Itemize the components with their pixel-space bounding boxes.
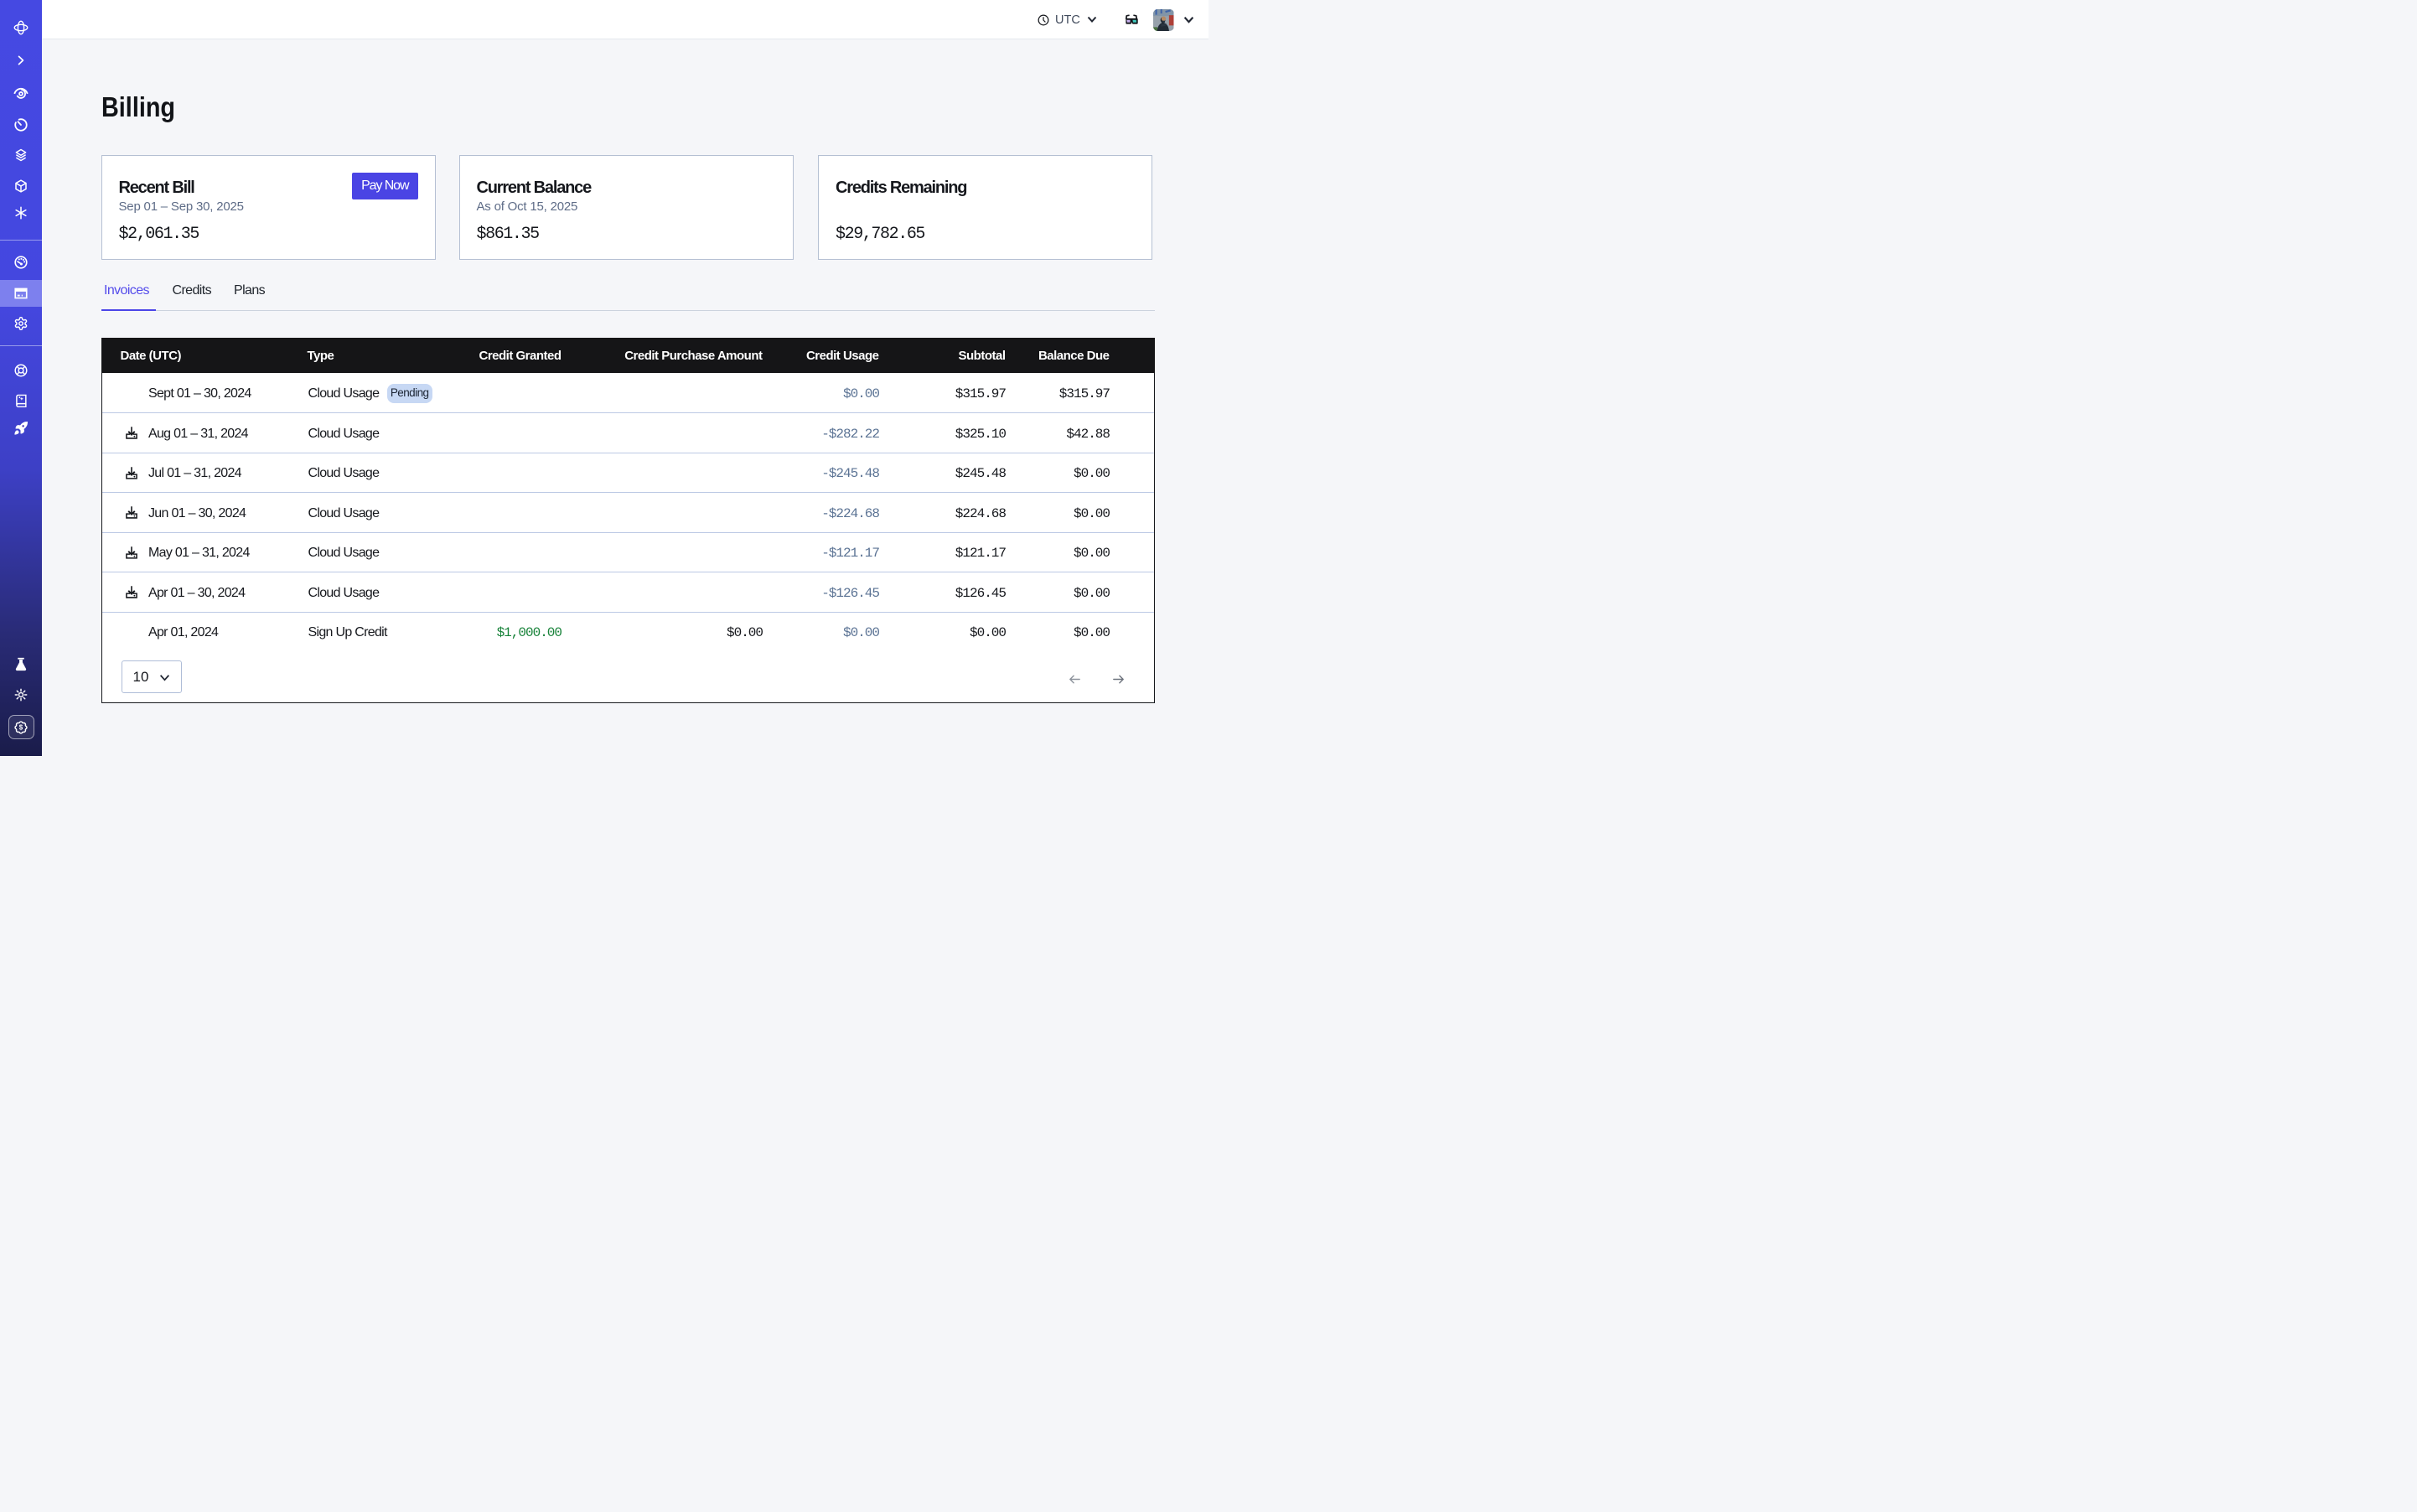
svg-text:$: $ xyxy=(19,723,23,731)
